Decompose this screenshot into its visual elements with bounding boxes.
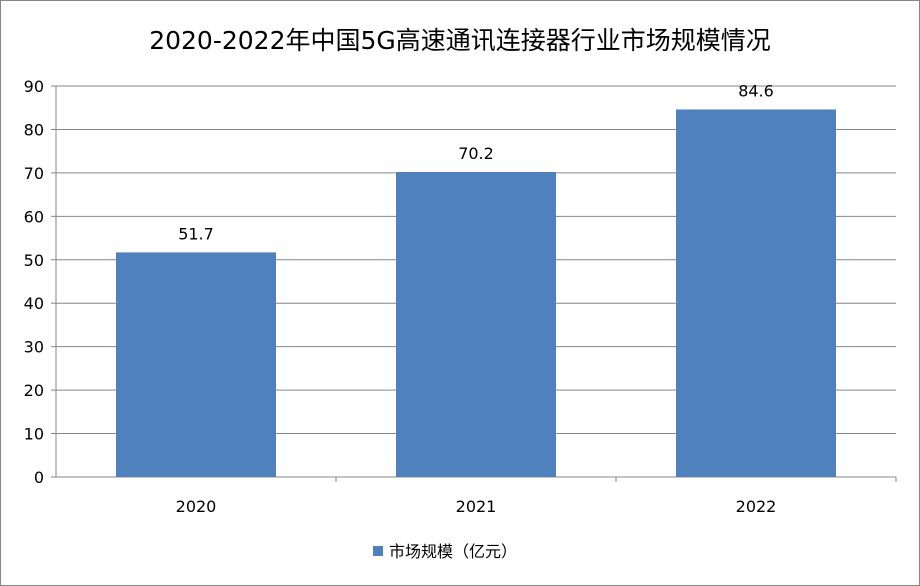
y-tick-label: 50	[24, 251, 44, 270]
bar	[676, 109, 836, 478]
y-tick-label: 40	[24, 294, 44, 313]
data-label: 51.7	[178, 224, 214, 243]
y-tick-label: 0	[34, 468, 44, 487]
data-label: 70.2	[458, 144, 494, 163]
data-label: 84.6	[738, 81, 774, 100]
y-tick-label: 80	[24, 120, 44, 139]
y-tick-label: 10	[24, 425, 44, 444]
legend-label: 市场规模（亿元）	[389, 542, 517, 561]
y-tick-label: 60	[24, 207, 44, 226]
y-tick-label: 90	[24, 77, 44, 96]
bar	[396, 172, 556, 477]
chart-title: 2020-2022年中国5G高速通讯连接器行业市场规模情况	[149, 26, 771, 55]
bar	[116, 252, 276, 477]
y-tick-label: 70	[24, 164, 44, 183]
legend: 市场规模（亿元）	[373, 542, 517, 561]
legend-swatch	[373, 546, 383, 556]
x-tick-label: 2022	[736, 497, 777, 516]
x-tick-label: 2020	[176, 497, 217, 516]
y-tick-label: 20	[24, 381, 44, 400]
y-tick-label: 30	[24, 338, 44, 357]
x-tick-label: 2021	[456, 497, 497, 516]
